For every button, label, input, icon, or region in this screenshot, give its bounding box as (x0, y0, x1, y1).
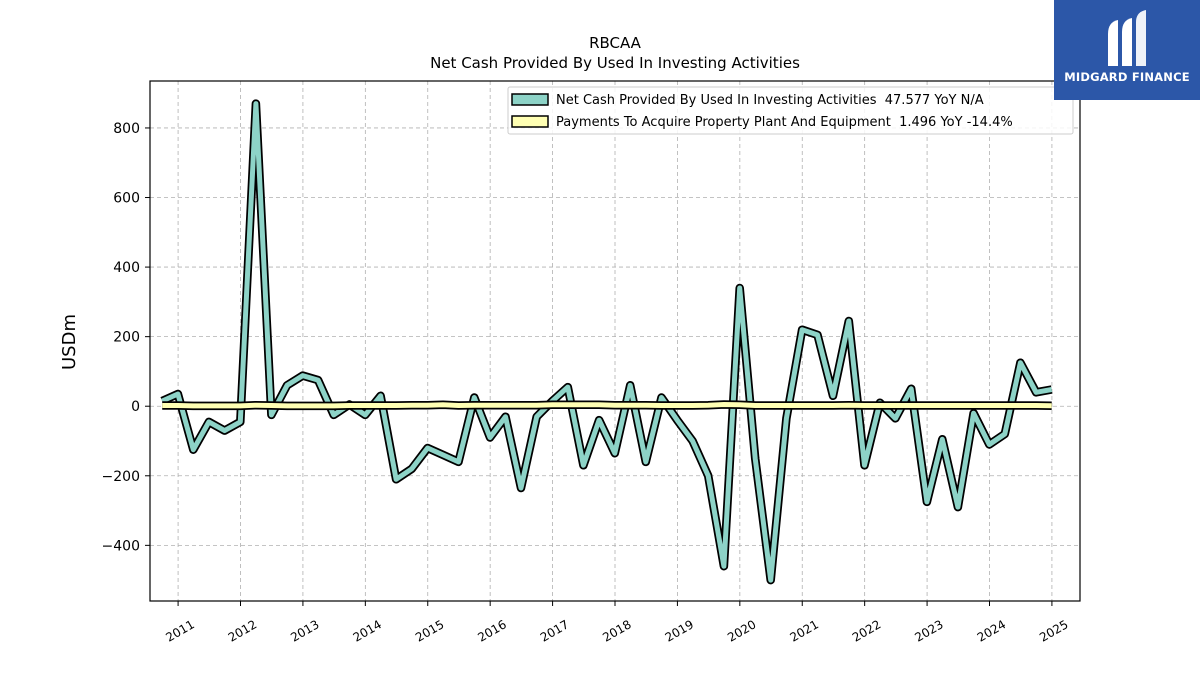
y-axis-label: USDm (59, 314, 80, 370)
legend-swatch-ppe (511, 115, 549, 128)
x-tick-label: 2016 (475, 617, 508, 644)
series-line-outline (160, 99, 1053, 585)
x-tick-label: 2012 (226, 617, 259, 644)
legend-label-ppe: Payments To Acquire Property Plant And E… (556, 115, 1013, 130)
series-line (162, 402, 1052, 409)
grid (150, 81, 1080, 601)
legend-swatch-net-cash (511, 93, 549, 106)
x-tick-label: 2022 (850, 617, 883, 644)
x-axis: 2011 2012 2013 2014 2015 2016 2017 2018 2019 2020… (163, 601, 1071, 645)
series-0 (160, 99, 1053, 585)
x-tick-label: 2015 (413, 617, 446, 644)
y-tick-label: 600 (113, 191, 140, 207)
x-tick-label: 2011 (163, 617, 196, 644)
y-tick-label: 200 (113, 330, 140, 346)
x-tick-label: 2014 (351, 617, 384, 644)
legend-frame (507, 86, 1074, 135)
x-tick-label: 2020 (725, 617, 758, 644)
logo-mark-icon (1108, 10, 1146, 66)
y-tick-label: 800 (113, 121, 140, 137)
chart-title: RBCAA (589, 34, 642, 52)
legend: Net Cash Provided By Used In Investing A… (507, 86, 1074, 135)
legend-label-net-cash: Net Cash Provided By Used In Investing A… (556, 93, 984, 108)
series-1 (162, 400, 1052, 411)
x-tick-label: 2025 (1037, 617, 1070, 644)
y-tick-label: −200 (102, 469, 140, 485)
x-tick-label: 2024 (975, 617, 1008, 644)
y-tick-label: 400 (113, 260, 140, 276)
logo: MIDGARD FINANCE (1054, 0, 1200, 100)
y-axis: −400 −200 0 200 400 600 800 (102, 121, 150, 554)
x-tick-label: 2019 (663, 617, 696, 644)
x-tick-label: 2018 (600, 617, 633, 644)
x-tick-label: 2021 (788, 617, 821, 644)
series-line (161, 101, 1053, 583)
y-tick-label: −400 (102, 538, 140, 554)
x-tick-label: 2013 (288, 617, 321, 644)
series-layer (160, 99, 1053, 585)
chart-subtitle: Net Cash Provided By Used In Investing A… (430, 54, 800, 72)
logo-text: MIDGARD FINANCE (1064, 70, 1190, 84)
x-tick-label: 2023 (912, 617, 945, 644)
x-tick-label: 2017 (538, 617, 571, 644)
y-tick-label: 0 (131, 399, 140, 415)
